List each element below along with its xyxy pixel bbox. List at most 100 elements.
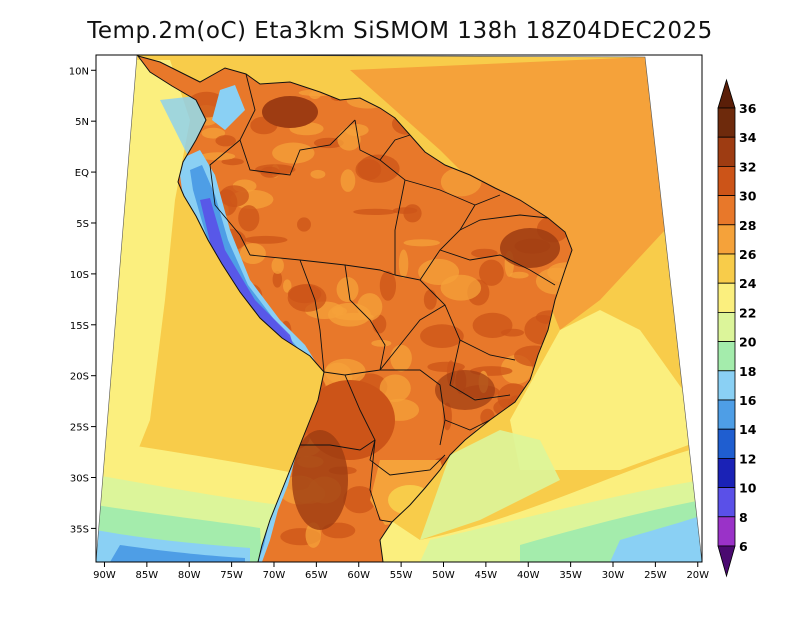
x-tick-label: 25W — [644, 570, 667, 581]
border-line — [439, 249, 556, 286]
y-tick-label: 10S — [70, 270, 89, 281]
border-line — [344, 264, 386, 371]
y-tick-label: 25S — [70, 423, 89, 434]
colorbar-label: 32 — [739, 159, 756, 174]
border-line — [299, 259, 325, 373]
y-tick-10n: 10N — [69, 66, 96, 77]
border-line — [459, 214, 549, 231]
colorbar-segment — [717, 457, 736, 488]
border-line — [379, 304, 446, 371]
x-tick-60w: 60W — [347, 562, 370, 581]
x-tick-40w: 40W — [517, 562, 540, 581]
x-tick-85w: 85W — [136, 562, 158, 581]
x-tick-30w: 30W — [602, 562, 625, 581]
x-tick-90w: 90W — [93, 562, 116, 581]
political-borders — [209, 73, 556, 523]
x-tick-label: 55W — [390, 570, 413, 581]
colorbar-segment — [717, 107, 736, 138]
colorbar-segment — [717, 165, 736, 196]
colorbar-segment — [717, 341, 736, 372]
x-tick-label: 75W — [220, 570, 243, 581]
colorbar-label: 28 — [739, 218, 756, 233]
colorbar-label: 16 — [739, 393, 757, 408]
colorbar-label: 6 — [739, 539, 748, 554]
x-tick-70w: 70W — [263, 562, 286, 581]
border-line — [394, 179, 406, 275]
y-tick-10s: 10S — [70, 270, 96, 281]
x-tick-label: 45W — [475, 570, 498, 581]
y-tick-30s: 30S — [70, 474, 96, 485]
y-tick-label: 35S — [70, 524, 89, 535]
y-tick-5n: 5N — [75, 117, 96, 128]
colorbar-segment — [717, 136, 736, 167]
y-tick-15s: 15S — [70, 321, 96, 332]
colorbar-segment — [717, 370, 736, 401]
x-tick-label: 70W — [263, 570, 286, 581]
colorbar-label: 14 — [739, 422, 757, 437]
colorbar-bottom-arrow — [717, 545, 736, 578]
x-tick-label: 50W — [432, 570, 455, 581]
border-line — [300, 439, 376, 451]
y-tick-label: 5N — [75, 117, 89, 128]
colorbar-segment — [717, 516, 736, 547]
x-tick-35w: 35W — [559, 562, 582, 581]
x-tick-80w: 80W — [178, 562, 201, 581]
colorbar-label: 36 — [739, 101, 757, 116]
x-tick-label: 90W — [93, 570, 116, 581]
y-tick-label: 10N — [69, 66, 89, 77]
colorbar-segment — [717, 253, 736, 284]
x-tick-label: 80W — [178, 570, 201, 581]
colorbar-label: 22 — [739, 305, 756, 320]
y-tick-label: 15S — [70, 321, 89, 332]
border-line — [444, 419, 491, 431]
x-tick-label: 65W — [305, 570, 328, 581]
y-tick-label: EQ — [75, 168, 89, 179]
axes-frame — [95, 54, 703, 563]
border-line — [449, 339, 511, 401]
colorbar-label: 20 — [739, 335, 757, 350]
colorbar-segment — [717, 311, 736, 342]
colorbar-label: 34 — [739, 130, 757, 145]
x-tick-20w: 20W — [686, 562, 709, 581]
x-tick-75w: 75W — [220, 562, 243, 581]
y-tick-5s: 5S — [76, 219, 96, 230]
x-tick-label: 60W — [347, 570, 370, 581]
colorbar-label: 26 — [739, 247, 757, 262]
border-line — [209, 139, 251, 256]
border-line — [369, 439, 393, 523]
y-tick-eq: EQ — [75, 168, 96, 179]
colorbar-segment — [717, 224, 736, 255]
y-tick-label: 5S — [76, 219, 89, 230]
colorbar-segment — [717, 487, 736, 518]
x-tick-65w: 65W — [305, 562, 328, 581]
x-tick-label: 40W — [517, 570, 540, 581]
x-tick-label: 30W — [602, 570, 625, 581]
colorbar-label: 8 — [739, 510, 748, 525]
colorbar-label: 24 — [739, 276, 757, 291]
colorbar: 36 34 32 30 28 26 24 22 20 18 16 14 12 10 8 6 — [717, 78, 757, 578]
y-tick-20s: 20S — [70, 372, 96, 383]
border-line — [239, 73, 356, 176]
map-title: Temp.2m(oC) Eta3km SiSMOM 138h 18Z04DEC2… — [87, 18, 713, 44]
y-axis: 10N 5N EQ 5S 10S 15S 20S 25S 30S 35S — [69, 66, 96, 535]
y-tick-label: 20S — [70, 372, 89, 383]
x-tick-label: 35W — [559, 570, 582, 581]
y-tick-25s: 25S — [70, 423, 96, 434]
x-tick-label: 20W — [686, 570, 709, 581]
x-tick-50w: 50W — [432, 562, 455, 581]
x-axis: 90W 85W 80W 75W 70W 65W 60W 55W 50W 45W 40W 35W 30W 2… — [93, 562, 709, 581]
x-tick-25w: 25W — [644, 562, 667, 581]
colorbar-segment — [717, 195, 736, 226]
colorbar-segment — [717, 428, 736, 459]
colorbar-segment — [717, 282, 736, 313]
colorbar-label: 30 — [739, 189, 757, 204]
colorbar-segment — [717, 399, 736, 430]
colorbar-top-arrow — [717, 78, 736, 109]
x-tick-45w: 45W — [475, 562, 498, 581]
colorbar-label: 18 — [739, 364, 756, 379]
y-tick-35s: 35S — [70, 524, 96, 535]
x-tick-55w: 55W — [390, 562, 413, 581]
colorbar-label: 12 — [739, 451, 756, 466]
border-line — [379, 159, 476, 206]
